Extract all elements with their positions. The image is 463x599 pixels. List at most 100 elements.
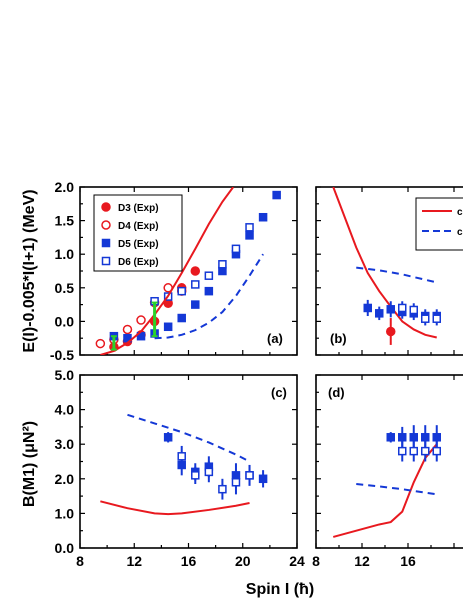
plot-area-b xyxy=(332,187,441,345)
data-point xyxy=(421,446,430,456)
dashed-curve xyxy=(356,482,437,496)
y-tick-label: 2.0 xyxy=(55,179,75,195)
data-point xyxy=(204,286,214,296)
data-point xyxy=(231,478,241,487)
data-point xyxy=(191,300,200,309)
y-tick-label: 3.0 xyxy=(55,436,75,452)
data-point xyxy=(432,446,441,456)
dashed-curve xyxy=(154,253,264,340)
x-tick-label: 16 xyxy=(400,553,416,569)
dashed-curve xyxy=(127,413,250,463)
data-point xyxy=(218,484,227,494)
data-point xyxy=(363,303,372,313)
solid-curve xyxy=(100,187,235,355)
y-tick-label: 0.0 xyxy=(55,313,75,329)
data-point xyxy=(245,471,254,480)
data-point xyxy=(231,244,241,254)
data-point xyxy=(398,303,407,313)
data-point xyxy=(409,433,418,442)
panel-label-c: (c) xyxy=(271,385,287,400)
y-tick-label: 4.0 xyxy=(55,402,75,418)
data-point xyxy=(409,305,418,315)
data-point xyxy=(177,452,186,461)
data-point xyxy=(375,309,384,318)
legend-marker xyxy=(101,256,111,266)
data-point xyxy=(272,190,281,200)
data-point xyxy=(177,313,186,323)
y-axis-label-bm1: B(M1) (μN²) xyxy=(21,421,38,507)
panel-frame-c xyxy=(79,374,298,549)
data-point xyxy=(204,467,214,477)
x-axis-label: Spin I (ħ) xyxy=(246,581,314,598)
data-point xyxy=(177,286,186,296)
data-point xyxy=(432,314,441,323)
panel-label-a: (a) xyxy=(267,331,283,346)
data-point xyxy=(204,271,214,280)
y-tick-label: 1.0 xyxy=(55,505,75,521)
legend-entry: D5 (Exp) xyxy=(118,239,159,250)
plot-area-c xyxy=(100,413,268,516)
plot-area-a xyxy=(95,187,281,355)
y-axis-label-energy: E(I)-0.005*I(I+1) (MeV) xyxy=(21,189,38,352)
x-tick-label: 8 xyxy=(312,553,320,569)
panel-a: -0.5 0.0 0.5 1.0 1.5 2.0 (a) D3 (Exp) D4 (Exp) D5… xyxy=(50,179,298,363)
legend-entry: D3 (Exp) xyxy=(118,203,159,214)
y-tick-label: 0.0 xyxy=(55,540,75,556)
data-point xyxy=(218,266,227,276)
data-point xyxy=(218,260,227,269)
data-point xyxy=(421,433,430,442)
data-point xyxy=(122,324,133,335)
x-tick-label: 12 xyxy=(354,553,370,569)
panel-label-d: (d) xyxy=(328,385,345,400)
data-point xyxy=(432,433,441,442)
data-point xyxy=(398,433,407,442)
data-point xyxy=(245,231,254,240)
data-point xyxy=(386,433,395,442)
y-tick-label: 0.5 xyxy=(55,280,75,296)
data-point xyxy=(191,471,200,480)
data-point xyxy=(191,280,200,289)
legend-entry: c xyxy=(457,207,463,218)
data-point xyxy=(258,212,268,222)
solid-curve xyxy=(100,500,250,516)
legend-a: D3 (Exp) D4 (Exp) D5 (Exp) D6 (Exp) xyxy=(93,194,183,272)
x-tick-label: 8 xyxy=(76,553,84,569)
dashed-curve xyxy=(356,266,437,284)
legend-marker xyxy=(101,238,111,248)
legend-entry: D6 (Exp) xyxy=(118,257,159,268)
data-point xyxy=(409,446,418,456)
x-tick-label: 12 xyxy=(126,553,142,569)
legend-marker xyxy=(101,202,111,212)
x-tick-label: 20 xyxy=(235,553,251,569)
data-point xyxy=(386,326,396,337)
data-point xyxy=(386,305,395,314)
legend-entry: c xyxy=(457,227,463,238)
y-tick-label: -0.5 xyxy=(50,347,74,363)
data-point xyxy=(245,223,254,232)
legend-b: cc xyxy=(415,197,463,251)
legend-marker xyxy=(101,220,111,230)
data-point xyxy=(163,433,173,442)
data-point xyxy=(421,314,430,323)
panel-c: 0.0 1.0 2.0 3.0 4.0 5.0 8 12 16 20 24 (c) xyxy=(55,367,305,569)
legend-box xyxy=(415,197,463,251)
plot-area-d xyxy=(332,425,441,538)
x-tick-label: 24 xyxy=(289,553,305,569)
panel-d: 8 12 16 (d) xyxy=(312,374,463,569)
data-point xyxy=(258,474,268,484)
y-tick-label: 1.5 xyxy=(55,213,75,229)
data-point xyxy=(163,322,173,332)
data-point xyxy=(190,266,201,276)
solid-curve xyxy=(332,187,437,339)
data-point xyxy=(398,446,407,456)
panel-b: (b) cc xyxy=(315,186,463,356)
data-point xyxy=(95,338,106,349)
x-tick-label: 16 xyxy=(181,553,197,569)
y-tick-label: 5.0 xyxy=(55,367,75,383)
y-tick-label: 1.0 xyxy=(55,246,75,262)
panel-label-b: (b) xyxy=(330,331,347,346)
legend-entry: D4 (Exp) xyxy=(118,221,159,232)
chart-panels: -0.5 0.0 0.5 1.0 1.5 2.0 (a) D3 (Exp) D4 (Exp) D5… xyxy=(50,179,463,569)
y-tick-label: 2.0 xyxy=(55,471,75,487)
